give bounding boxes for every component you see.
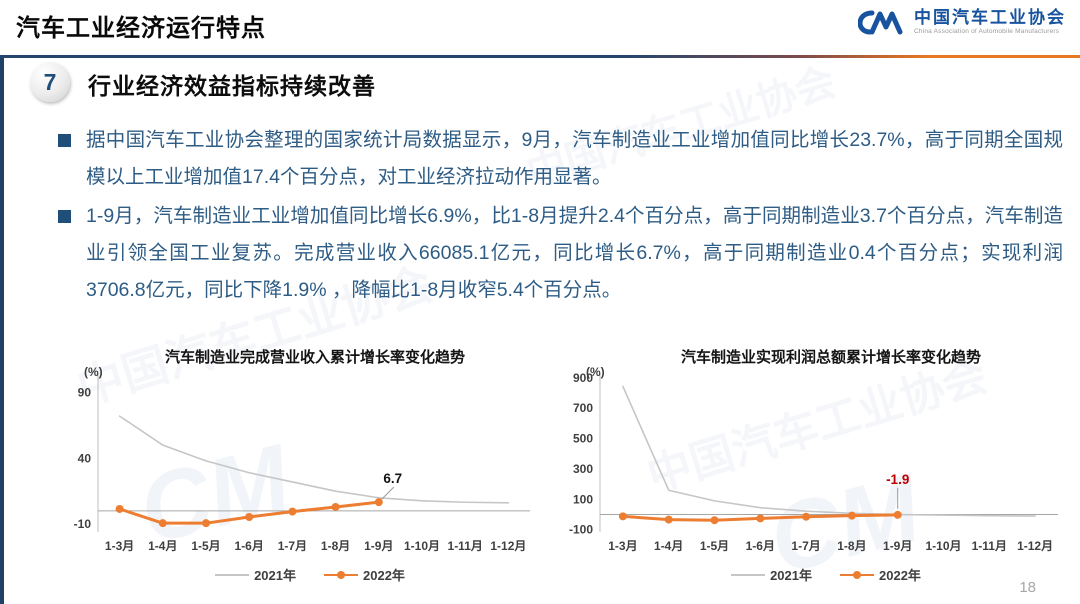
svg-text:1-4月: 1-4月 — [148, 539, 177, 553]
legend-marker-dot — [853, 570, 861, 579]
legend-line-sample — [840, 570, 874, 579]
caam-logo-icon — [858, 10, 903, 35]
legend-item: 2022年 — [840, 565, 921, 584]
profit-growth-chart: 汽车制造业实现利润总额累计增长率变化趋势 (%) 900 700 500 300 100… — [560, 346, 1072, 584]
svg-text:1-5月: 1-5月 — [191, 539, 220, 553]
legend-marker-dot — [337, 570, 345, 579]
chart-unit-label: (%) — [84, 365, 103, 379]
chart-legend: 2021年 2022年 — [560, 565, 1072, 584]
svg-text:40: 40 — [78, 451, 92, 465]
svg-text:100: 100 — [573, 492, 593, 506]
bullet-item: 据中国汽车工业协会整理的国家统计局数据显示，9月，汽车制造业工业增加值同比增长2… — [58, 122, 1063, 196]
bullet-text: 据中国汽车工业协会整理的国家统计局数据显示，9月，汽车制造业工业增加值同比增长2… — [86, 129, 1063, 188]
legend-item: 2021年 — [731, 565, 812, 584]
svg-text:90: 90 — [78, 385, 92, 399]
svg-text:1-6月: 1-6月 — [235, 539, 264, 553]
svg-text:1-9月: 1-9月 — [883, 539, 912, 553]
svg-text:1-12月: 1-12月 — [1017, 539, 1053, 553]
profit-chart-plot: 900 700 500 300 100 -100 1-3月 1-4月 1-5月 1-6月 1-7月 1… — [569, 371, 1058, 553]
bullet-square-icon — [58, 210, 71, 223]
svg-text:300: 300 — [573, 462, 593, 476]
legend-line-sample — [731, 573, 766, 576]
svg-text:1-12月: 1-12月 — [490, 539, 526, 553]
legend-label: 2021年 — [770, 568, 812, 583]
svg-text:-1.9: -1.9 — [886, 472, 909, 487]
legend-label: 2021年 — [254, 568, 296, 583]
svg-text:1-8月: 1-8月 — [837, 539, 866, 553]
svg-text:1-6月: 1-6月 — [746, 539, 775, 553]
left-accent-strip — [0, 58, 4, 604]
section-heading: 行业经济效益指标持续改善 — [88, 73, 376, 99]
svg-text:1-7月: 1-7月 — [791, 539, 820, 553]
svg-text:-10: -10 — [74, 517, 92, 531]
caam-logo: 中国汽车工业协会 China Association of Automobile… — [858, 7, 1066, 37]
svg-text:6.7: 6.7 — [383, 471, 402, 486]
legend-line-sample — [215, 573, 250, 576]
svg-text:1-9月: 1-9月 — [364, 539, 393, 553]
svg-text:500: 500 — [573, 432, 593, 446]
svg-text:1-10月: 1-10月 — [404, 539, 440, 553]
svg-text:1-8月: 1-8月 — [321, 539, 350, 553]
svg-text:1-3月: 1-3月 — [608, 539, 637, 553]
page-number: 18 — [1019, 579, 1036, 596]
svg-text:1-5月: 1-5月 — [700, 539, 729, 553]
chart-title: 汽车制造业实现利润总额累计增长率变化趋势 — [680, 349, 981, 366]
legend-label: 2022年 — [879, 568, 921, 583]
bullet-square-icon — [58, 134, 71, 147]
bullet-item: 1-9月，汽车制造业工业增加值同比增长6.9%，比1-8月提升2.4个百分点，高… — [58, 198, 1063, 309]
svg-text:-100: -100 — [569, 523, 593, 537]
legend-label: 2022年 — [363, 568, 405, 583]
legend-item: 2022年 — [324, 565, 405, 584]
revenue-chart-plot: 90 40 -10 1-3月 1-4月 1-5月 1-6月 1-7月 1-8月 1-9月 1-10月… — [74, 374, 530, 553]
svg-text:1-11月: 1-11月 — [448, 539, 483, 553]
caam-logo-name: 中国汽车工业协会 — [914, 8, 1066, 28]
svg-text:1-11月: 1-11月 — [972, 539, 1007, 553]
chart-legend: 2021年 2022年 — [58, 565, 542, 584]
svg-text:1-3月: 1-3月 — [105, 539, 134, 553]
chart-title: 汽车制造业完成营业收入累计增长率变化趋势 — [164, 349, 465, 366]
chart-unit-label: (%) — [586, 365, 605, 379]
svg-text:1-4月: 1-4月 — [654, 539, 683, 553]
svg-text:1-10月: 1-10月 — [925, 539, 961, 553]
svg-text:900: 900 — [573, 371, 593, 385]
header-divider — [0, 55, 1080, 58]
svg-text:700: 700 — [573, 401, 593, 415]
legend-item: 2021年 — [215, 565, 296, 584]
page-title: 汽车工业经济运行特点 — [16, 15, 266, 42]
legend-line-sample — [324, 570, 358, 579]
bullet-list: 据中国汽车工业协会整理的国家统计局数据显示，9月，汽车制造业工业增加值同比增长2… — [58, 122, 1063, 309]
caam-logo-subtitle: China Association of Automobile Manufact… — [914, 27, 1060, 35]
bullet-text: 1-9月，汽车制造业工业增加值同比增长6.9%，比1-8月提升2.4个百分点，高… — [86, 205, 1063, 301]
revenue-growth-chart: 汽车制造业完成营业收入累计增长率变化趋势 (%) 90 40 -10 1-3月 1-4月… — [58, 346, 542, 584]
section-number-badge: 7 — [30, 62, 70, 102]
svg-text:1-7月: 1-7月 — [278, 539, 307, 553]
